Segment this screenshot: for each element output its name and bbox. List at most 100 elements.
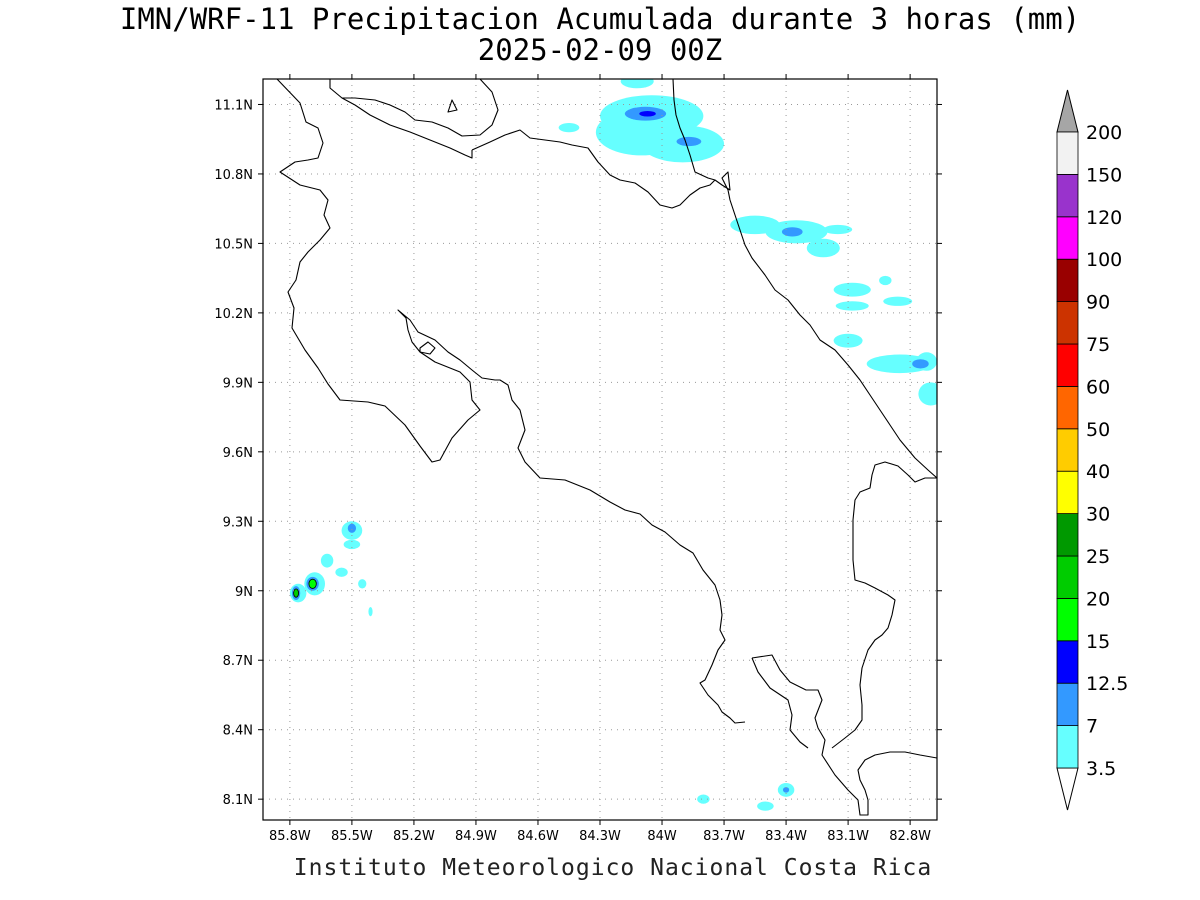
latitude-axis: 11.1N 10.8N 10.5N 10.2N 9.9N 9.6N 9.3N 9N 8.7N 8.…	[214, 98, 942, 808]
precipitation-cell	[823, 224, 853, 235]
colorbar-segment	[1056, 470, 1079, 515]
colorbar-label: 40	[1086, 461, 1110, 483]
precipitation-cell	[676, 136, 702, 147]
precipitation-cell	[912, 359, 929, 369]
precipitation-cell	[368, 606, 373, 617]
colorbar-legend: 3.5 7 12.5 15 20 25 30 40 50 60 75 90 100 120 150 200	[1056, 89, 1128, 811]
colorbar-segment	[1056, 555, 1079, 599]
colorbar-label: 200	[1086, 122, 1122, 144]
colorbar-label: 120	[1086, 207, 1122, 229]
y-tick-label: 8.7N	[223, 654, 253, 669]
y-tick-label: 10.8N	[214, 168, 253, 183]
precipitation-cell	[782, 787, 790, 793]
x-tick-label: 85.8W	[269, 829, 311, 844]
precipitation-cell	[918, 382, 937, 406]
colorbar-segment	[1056, 301, 1079, 345]
colorbar-segment	[1056, 598, 1079, 642]
coastline	[672, 79, 937, 479]
colorbar-segment	[1056, 131, 1079, 175]
colorbar-label: 90	[1086, 292, 1110, 314]
precipitation-cell	[335, 567, 348, 577]
colorbar-label: 25	[1086, 546, 1110, 568]
x-tick-label: 84.9W	[455, 829, 497, 844]
y-tick-label: 10.2N	[214, 307, 253, 322]
colorbar-label: 75	[1086, 334, 1110, 356]
coastline	[341, 97, 473, 159]
colorbar-segment	[1056, 216, 1079, 260]
colorbar-label: 100	[1086, 249, 1122, 271]
colorbar-label: 7	[1086, 716, 1098, 738]
y-tick-label: 8.1N	[223, 793, 253, 808]
precipitation-cell	[757, 801, 774, 811]
x-tick-label: 83.7W	[703, 829, 745, 844]
colorbar-label: 30	[1086, 504, 1110, 526]
precipitation-cell	[833, 333, 863, 348]
colorbar-label: 3.5	[1086, 758, 1116, 780]
x-tick-label: 84W	[647, 829, 677, 844]
precipitation-cell	[308, 578, 317, 589]
colorbar-high-arrow	[1056, 89, 1079, 133]
colorbar-label: 20	[1086, 588, 1110, 610]
precipitation-cell	[343, 539, 361, 550]
colorbar-segment	[1056, 173, 1079, 218]
colorbar-segment	[1056, 428, 1079, 472]
coastline	[751, 657, 809, 749]
colorbar-low-arrow	[1056, 767, 1079, 811]
footer-credit: Instituto Meteorologico Nacional Costa R…	[293, 855, 933, 881]
colorbar-segment	[1056, 258, 1079, 303]
y-tick-label: 9.6N	[223, 446, 253, 461]
precipitation-layer	[289, 79, 937, 811]
longitude-axis: 85.8W 85.5W 85.2W 84.9W 84.6W 84.3W 84W 83.7W 83…	[269, 74, 931, 844]
colorbar-label: 60	[1086, 376, 1110, 398]
precipitation-cell	[558, 122, 580, 133]
coastline	[751, 654, 937, 816]
precipitation-cell	[697, 794, 710, 804]
precipitation-cell	[866, 354, 933, 374]
x-tick-label: 84.3W	[579, 829, 621, 844]
precipitation-cell	[806, 238, 840, 258]
precipitation-cell	[883, 296, 913, 306]
precipitation-cell	[358, 579, 367, 589]
y-tick-label: 10.5N	[214, 237, 253, 252]
coastline	[419, 341, 436, 355]
precipitation-cell	[879, 275, 892, 286]
coastline-layer	[276, 79, 937, 816]
precipitation-cell	[320, 553, 334, 568]
precipitation-cell	[595, 109, 687, 156]
x-tick-label: 84.6W	[517, 829, 559, 844]
precipitation-cell	[781, 227, 803, 237]
coastline	[329, 79, 499, 137]
coastline	[447, 99, 458, 113]
coastline	[831, 461, 937, 749]
x-tick-label: 85.5W	[331, 829, 373, 844]
y-tick-label: 9.3N	[223, 515, 253, 530]
precipitation-cell	[620, 79, 654, 89]
map-frame	[262, 78, 938, 821]
colorbar-label: 15	[1086, 631, 1110, 653]
colorbar-segment	[1056, 513, 1079, 557]
colorbar-segment	[1056, 640, 1079, 684]
colorbar-label: 150	[1086, 164, 1122, 186]
precipitation-cell	[833, 282, 871, 297]
colorbar-segment	[1056, 682, 1079, 727]
x-tick-label: 83.1W	[827, 829, 869, 844]
y-tick-label: 9.9N	[223, 376, 253, 391]
precipitation-cell	[835, 301, 869, 311]
coastline	[471, 129, 716, 209]
precipitation-cell	[347, 523, 357, 533]
y-tick-label: 11.1N	[214, 98, 253, 113]
colorbar-label: 50	[1086, 419, 1110, 441]
precipitation-cell	[293, 588, 299, 598]
y-tick-label: 8.4N	[223, 724, 253, 739]
coastline	[276, 79, 746, 724]
colorbar-label: 12.5	[1086, 673, 1128, 695]
lat-lon-grid	[263, 79, 937, 820]
x-tick-label: 85.2W	[393, 829, 435, 844]
x-tick-label: 82.8W	[889, 829, 931, 844]
colorbar-segment	[1056, 725, 1079, 769]
x-tick-label: 83.4W	[765, 829, 807, 844]
colorbar-segment	[1056, 385, 1079, 430]
map-title: IMN/WRF-11 Precipitacion Acumulada duran…	[119, 2, 1081, 36]
precipitation-cell	[639, 110, 656, 117]
